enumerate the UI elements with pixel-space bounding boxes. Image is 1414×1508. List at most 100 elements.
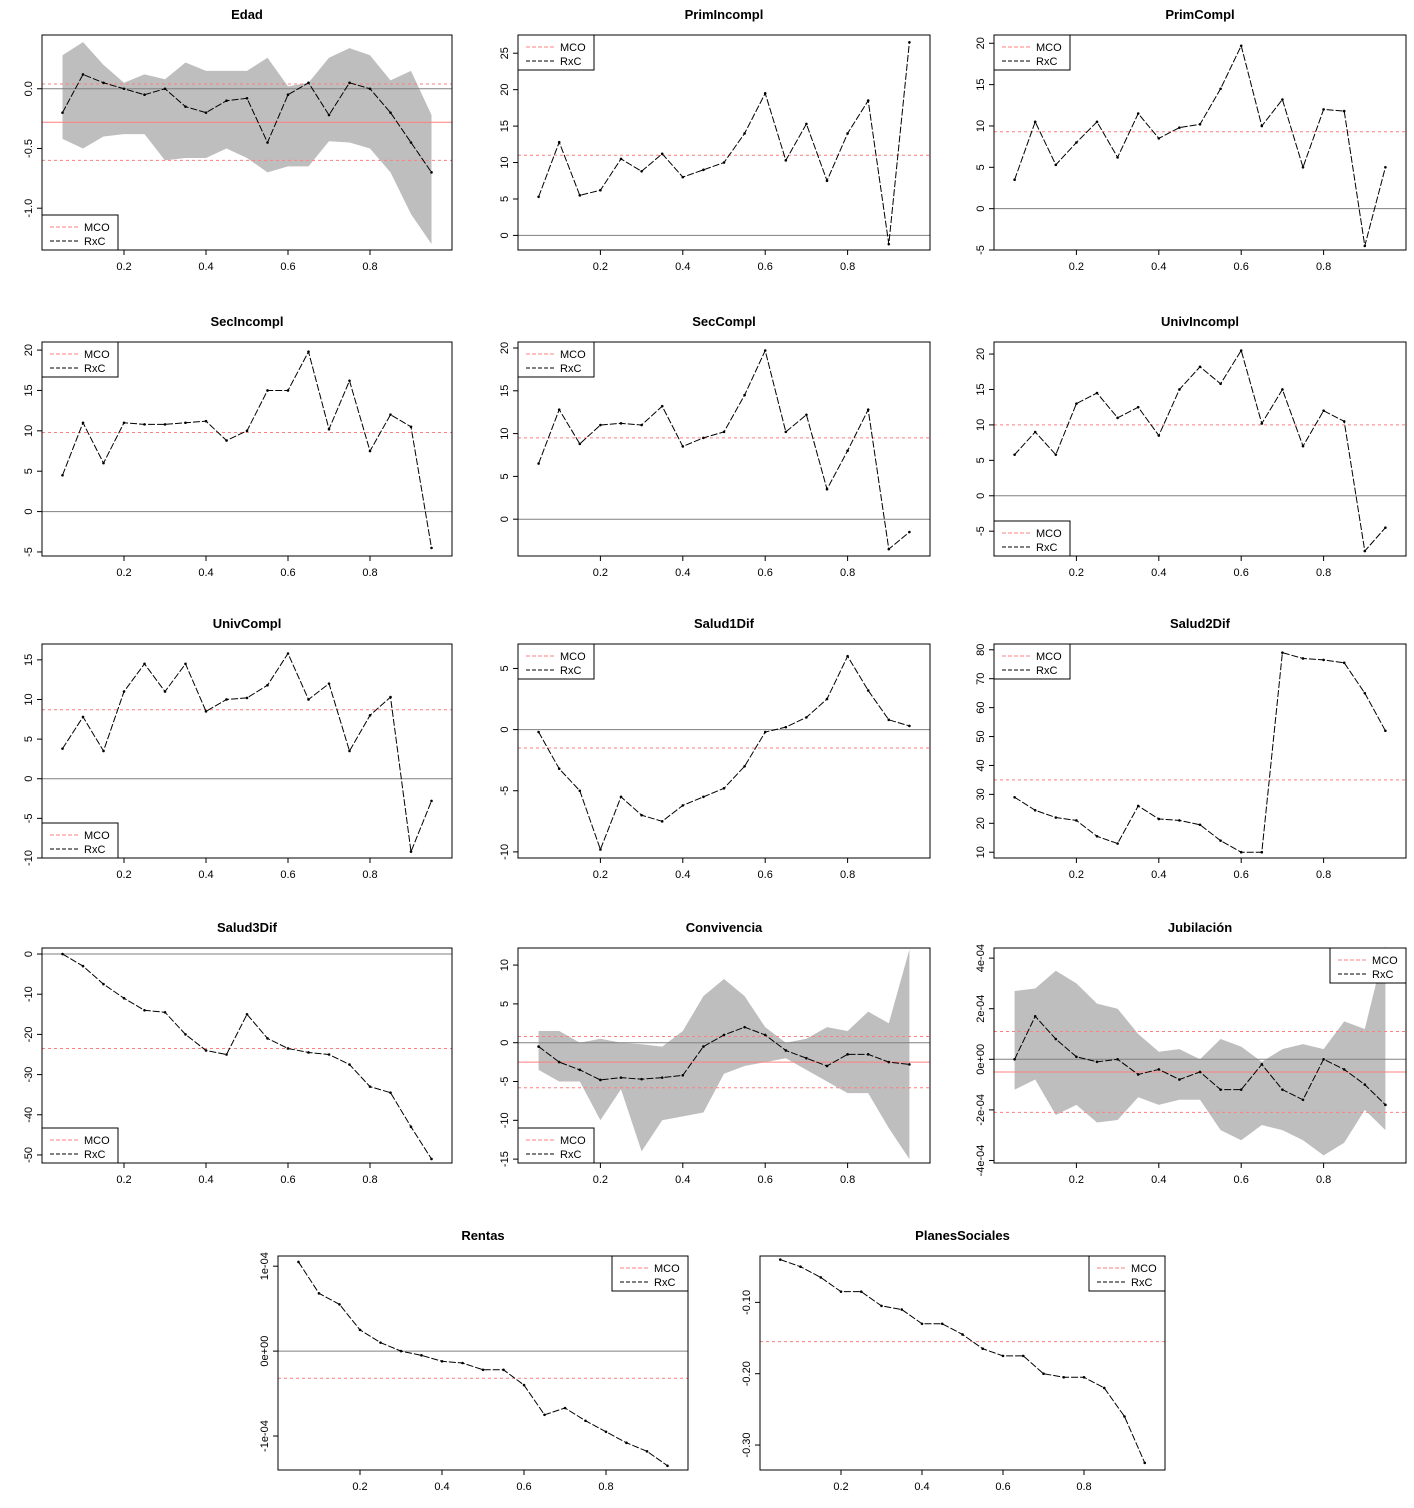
- legend: MCO RxC: [993, 643, 1071, 680]
- rxc-point: [1322, 1057, 1325, 1061]
- x-tick-label: 0.6: [1234, 261, 1249, 273]
- x-tick-label: 0.6: [995, 1481, 1010, 1493]
- y-tick-label: 20: [975, 817, 987, 829]
- rxc-point: [619, 157, 623, 161]
- rxc-point: [584, 1419, 587, 1423]
- rxc-series-line: [1014, 652, 1386, 853]
- x-tick-label: 0.4: [198, 869, 213, 881]
- rxc-point: [825, 1064, 829, 1068]
- legend: MCO RxC: [993, 34, 1071, 71]
- y-tick-label: 0: [975, 206, 987, 212]
- rxc-point: [368, 449, 372, 453]
- y-tick-label: 20: [975, 348, 987, 360]
- y-tick-label: -1.0: [23, 199, 35, 218]
- x-tick-label: 0.6: [280, 261, 295, 273]
- y-tick-label: 5: [975, 457, 987, 463]
- legend-mco-label: MCO: [560, 349, 586, 361]
- rxc-point: [348, 749, 351, 753]
- rxc-point: [681, 804, 685, 807]
- rxc-point: [1095, 835, 1099, 838]
- rxc-point: [143, 1008, 146, 1012]
- rxc-point: [1301, 166, 1305, 169]
- legend: MCO RxC: [517, 34, 595, 71]
- panel-title: Jubilación: [1168, 920, 1232, 935]
- rxc-point: [640, 423, 643, 427]
- x-tick-label: 0.8: [362, 869, 377, 881]
- legend-rxc-label: RxC: [560, 665, 581, 677]
- rxc-point: [722, 161, 726, 164]
- legend: MCO RxC: [517, 1127, 595, 1164]
- plot-frame: [517, 947, 931, 1164]
- y-tick-label: 20: [975, 37, 987, 49]
- legend-box: [517, 643, 595, 680]
- y-tick-label: 4e-04: [975, 944, 987, 972]
- rxc-point: [1157, 1068, 1161, 1071]
- rxc-point: [702, 436, 705, 440]
- rxc-point: [702, 1045, 705, 1048]
- legend-box: [41, 341, 119, 378]
- y-tick-label: 5: [23, 468, 35, 474]
- x-tick-label: 0.8: [1316, 261, 1331, 273]
- rxc-point: [225, 99, 228, 102]
- rxc-point: [1123, 1415, 1126, 1418]
- x-tick-label: 0.8: [362, 1174, 377, 1186]
- rxc-point: [866, 99, 870, 102]
- rxc-point: [1178, 819, 1181, 822]
- x-tick-label: 0.2: [1069, 567, 1084, 579]
- rxc-point: [763, 1033, 767, 1037]
- legend-rxc-label: RxC: [1131, 1277, 1152, 1289]
- rxc-point: [163, 423, 167, 426]
- rxc-point: [1260, 422, 1264, 425]
- rxc-point: [1281, 1088, 1284, 1091]
- rxc-point: [578, 442, 582, 446]
- rxc-point: [502, 1368, 505, 1372]
- legend-mco-label: MCO: [1372, 955, 1398, 967]
- y-tick-label: 5: [23, 736, 35, 742]
- rxc-point: [1260, 124, 1264, 128]
- rxc-point: [784, 430, 788, 434]
- rxc-point: [389, 695, 392, 699]
- plot-frame: [759, 1255, 1166, 1471]
- rxc-point: [522, 1383, 526, 1387]
- rxc-point: [763, 730, 767, 734]
- y-tick-label: -2e-04: [975, 1094, 987, 1126]
- y-tick-label: 70: [975, 673, 987, 685]
- y-tick-label: 0: [499, 516, 511, 522]
- rxc-point: [660, 404, 664, 408]
- y-tick-label: 50: [975, 730, 987, 742]
- y-tick-label: 1e-04: [259, 1252, 271, 1280]
- legend-box: [1088, 1255, 1166, 1292]
- legend-rxc-label: RxC: [654, 1277, 675, 1289]
- legend-mco-label: MCO: [560, 651, 586, 663]
- rxc-point: [1322, 108, 1325, 111]
- x-tick-label: 0.2: [593, 261, 608, 273]
- rxc-point: [204, 1049, 208, 1052]
- rxc-point: [143, 423, 146, 426]
- rxc-point: [557, 767, 561, 771]
- rxc-point: [430, 171, 433, 174]
- y-tick-label: 5: [499, 1001, 511, 1007]
- rxc-point: [286, 389, 290, 392]
- y-tick-label: 0: [499, 1040, 511, 1046]
- y-tick-label: -5: [975, 526, 987, 536]
- y-tick-label: 80: [975, 644, 987, 656]
- x-tick-label: 0.4: [675, 1174, 690, 1186]
- y-tick-label: 40: [975, 759, 987, 771]
- panel-1: PrimIncompl 0.2 0.4 0.6 0.8 0 5 10 15 20 25 MCO RxC: [499, 7, 931, 273]
- rxc-point: [908, 530, 911, 534]
- y-tick-label: -30: [23, 1067, 35, 1083]
- rxc-point: [799, 1265, 802, 1268]
- rxc-point: [481, 1368, 485, 1372]
- y-tick-label: -15: [499, 1151, 511, 1167]
- y-tick-label: 10: [23, 693, 35, 705]
- rxc-point: [1198, 823, 1202, 827]
- x-tick-label: 0.6: [1234, 869, 1249, 881]
- rxc-point: [1363, 549, 1367, 553]
- y-tick-label: 0: [23, 509, 35, 515]
- plot-frame: [517, 643, 931, 859]
- legend-mco-label: MCO: [84, 830, 110, 842]
- y-tick-label: 5: [499, 473, 511, 479]
- x-tick-label: 0.2: [116, 567, 131, 579]
- x-tick-label: 0.8: [1316, 1174, 1331, 1186]
- rxc-point: [1136, 1073, 1140, 1076]
